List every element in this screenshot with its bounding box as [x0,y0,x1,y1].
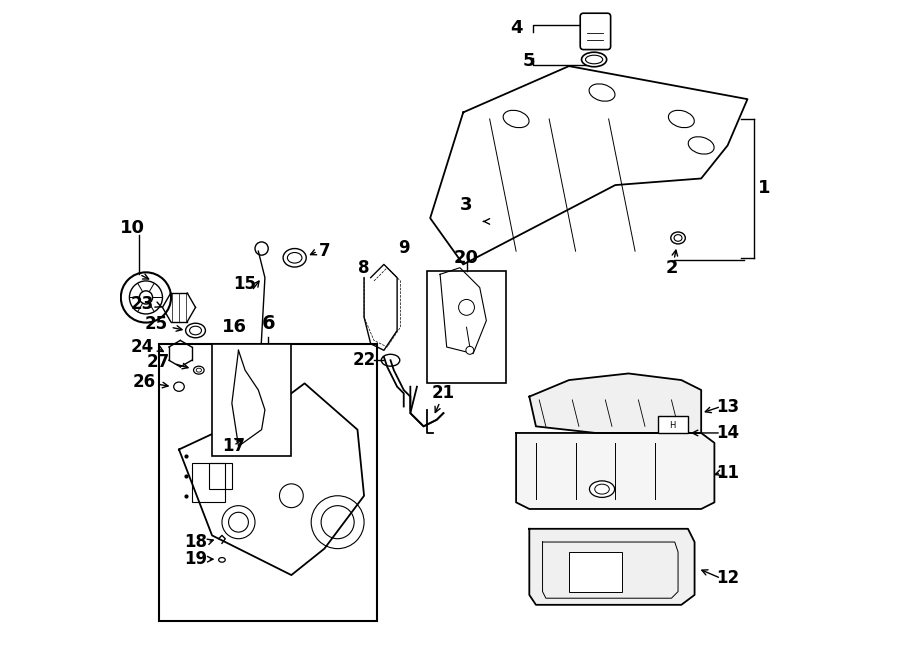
Text: 13: 13 [716,397,739,416]
Text: 24: 24 [131,338,154,356]
Ellipse shape [688,137,714,154]
Text: 16: 16 [222,318,247,336]
Circle shape [466,346,473,354]
Polygon shape [430,66,747,264]
Ellipse shape [503,110,529,128]
Circle shape [459,299,474,315]
Text: 26: 26 [133,373,157,391]
Circle shape [255,242,268,255]
Bar [427,271,506,383]
Text: 18: 18 [184,533,207,551]
Text: 23: 23 [131,295,154,313]
Bar [159,344,377,621]
Ellipse shape [287,253,302,263]
Text: 3: 3 [460,196,473,214]
Text: 6: 6 [261,315,275,333]
Text: 20: 20 [454,249,479,267]
Text: 15: 15 [234,275,256,293]
Text: 19: 19 [184,549,207,568]
Text: 2: 2 [665,258,678,277]
Text: 21: 21 [432,384,455,403]
FancyBboxPatch shape [580,13,610,50]
Text: 14: 14 [716,424,739,442]
Text: 27: 27 [146,353,169,371]
Ellipse shape [670,232,685,244]
Ellipse shape [219,557,225,562]
Bar [193,463,225,502]
Ellipse shape [194,366,204,374]
Ellipse shape [595,484,609,494]
Ellipse shape [590,481,615,497]
Ellipse shape [590,84,615,101]
Text: 22: 22 [353,351,375,369]
Ellipse shape [382,354,400,366]
Text: 10: 10 [121,219,145,237]
Text: 4: 4 [509,19,522,38]
Ellipse shape [284,249,306,267]
Text: 12: 12 [716,569,739,588]
Bar [658,416,688,433]
Polygon shape [516,433,715,509]
Bar [209,463,232,489]
Ellipse shape [674,235,682,241]
Text: 8: 8 [358,258,370,277]
Polygon shape [529,529,695,605]
Bar [212,344,292,456]
Text: 11: 11 [716,463,739,482]
Text: 25: 25 [144,315,167,333]
Text: 9: 9 [398,239,410,257]
Ellipse shape [190,327,202,334]
Text: 1: 1 [758,179,770,198]
Ellipse shape [174,382,184,391]
Ellipse shape [581,52,607,67]
Text: 7: 7 [319,242,330,260]
Ellipse shape [185,323,205,338]
Text: H: H [670,420,676,430]
Text: 17: 17 [222,437,246,455]
Ellipse shape [196,368,202,372]
Polygon shape [529,373,701,433]
Text: 5: 5 [523,52,536,71]
Ellipse shape [669,110,694,128]
Bar [569,552,622,592]
Ellipse shape [586,55,603,64]
